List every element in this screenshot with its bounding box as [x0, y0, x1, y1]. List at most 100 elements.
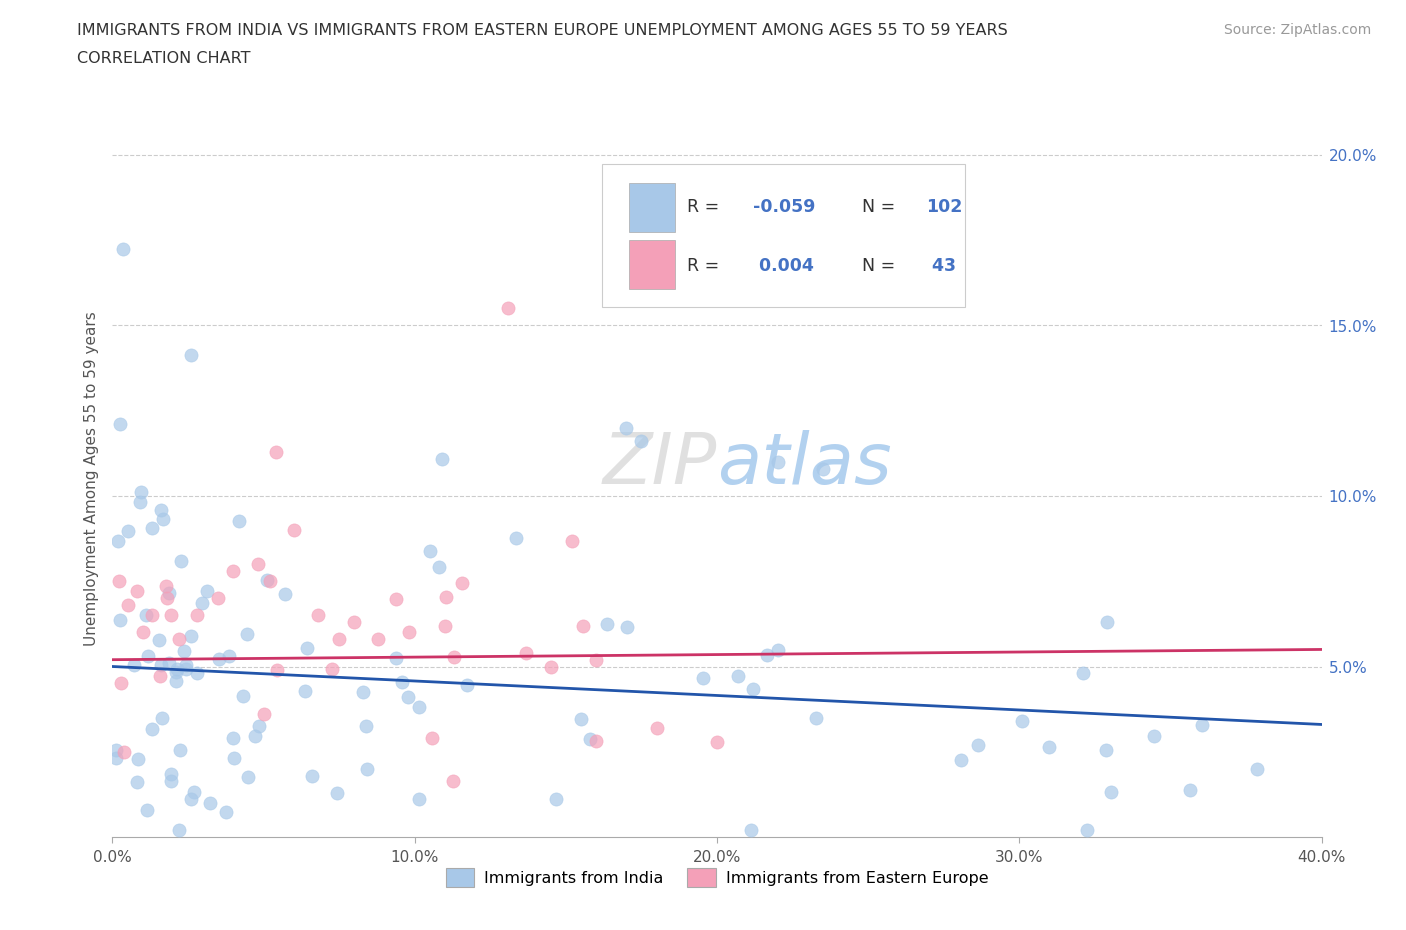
Point [1191, 718, 1213, 733]
Point [117, 524, 139, 538]
Point [354, 718, 377, 733]
Point [391, 675, 413, 690]
Point [546, 791, 568, 806]
Point [165, 674, 187, 689]
Point [596, 616, 619, 631]
Point [264, 445, 287, 459]
Point [505, 530, 527, 545]
Point [742, 682, 765, 697]
Point [274, 587, 297, 602]
Point [966, 737, 988, 752]
Point [129, 495, 152, 510]
Point [367, 631, 389, 646]
Point [159, 766, 181, 781]
Point [149, 669, 172, 684]
Point [228, 513, 250, 528]
Point [579, 732, 602, 747]
Point [180, 348, 202, 363]
Bar [628, 183, 675, 232]
Point [766, 455, 789, 470]
Point [138, 649, 160, 664]
Text: 43: 43 [927, 257, 956, 274]
Point [692, 671, 714, 685]
Point [616, 619, 638, 634]
Point [141, 722, 163, 737]
Point [104, 742, 127, 757]
Point [561, 533, 583, 548]
Point [141, 520, 163, 535]
Point [107, 534, 129, 549]
Point [1011, 713, 1033, 728]
Point [515, 645, 537, 660]
Point [170, 554, 193, 569]
Point [180, 791, 202, 806]
Point [110, 675, 132, 690]
Point [112, 745, 135, 760]
Point [167, 823, 190, 838]
Point [616, 420, 638, 435]
Point [806, 711, 828, 725]
Point [166, 661, 188, 676]
Point [706, 734, 728, 749]
Point [326, 786, 349, 801]
Point [132, 625, 155, 640]
Point [434, 590, 457, 604]
Text: Source: ZipAtlas.com: Source: ZipAtlas.com [1223, 23, 1371, 37]
Point [160, 607, 183, 622]
Point [427, 560, 450, 575]
Point [183, 785, 205, 800]
Point [247, 718, 270, 733]
Point [384, 650, 406, 665]
Point [246, 557, 269, 572]
Point [352, 684, 374, 699]
Point [756, 647, 779, 662]
Point [174, 662, 197, 677]
Point [125, 775, 148, 790]
Point [343, 615, 366, 630]
Point [127, 752, 149, 767]
Point [222, 751, 245, 766]
Point [585, 652, 607, 667]
Point [443, 650, 465, 665]
Point [122, 658, 145, 673]
Text: N =: N = [862, 198, 901, 216]
Text: 0.004: 0.004 [754, 257, 814, 274]
Point [149, 502, 172, 517]
Point [125, 584, 148, 599]
Point [256, 573, 278, 588]
Point [328, 631, 350, 646]
Point [811, 461, 834, 476]
Point [1143, 728, 1166, 743]
Point [572, 618, 595, 633]
Point [740, 823, 762, 838]
Point [301, 768, 323, 783]
Y-axis label: Unemployment Among Ages 55 to 59 years: Unemployment Among Ages 55 to 59 years [83, 312, 98, 646]
Text: CORRELATION CHART: CORRELATION CHART [77, 51, 250, 66]
Point [129, 485, 152, 499]
Point [198, 795, 221, 810]
Point [766, 643, 789, 658]
Point [238, 770, 260, 785]
Point [165, 665, 187, 680]
Point [156, 591, 179, 605]
Point [398, 625, 420, 640]
Point [197, 583, 219, 598]
Point [408, 791, 430, 806]
Point [321, 661, 343, 676]
Point [111, 242, 134, 257]
Point [307, 608, 329, 623]
Text: N =: N = [862, 257, 901, 274]
Text: R =: R = [686, 257, 724, 274]
Point [191, 595, 214, 610]
Point [180, 629, 202, 644]
Point [222, 731, 245, 746]
Point [266, 662, 288, 677]
Point [356, 762, 378, 777]
FancyBboxPatch shape [602, 164, 965, 307]
Point [451, 576, 474, 591]
Point [283, 523, 305, 538]
Point [1246, 762, 1268, 777]
Point [498, 301, 520, 316]
Point [253, 707, 276, 722]
Text: R =: R = [686, 198, 724, 216]
